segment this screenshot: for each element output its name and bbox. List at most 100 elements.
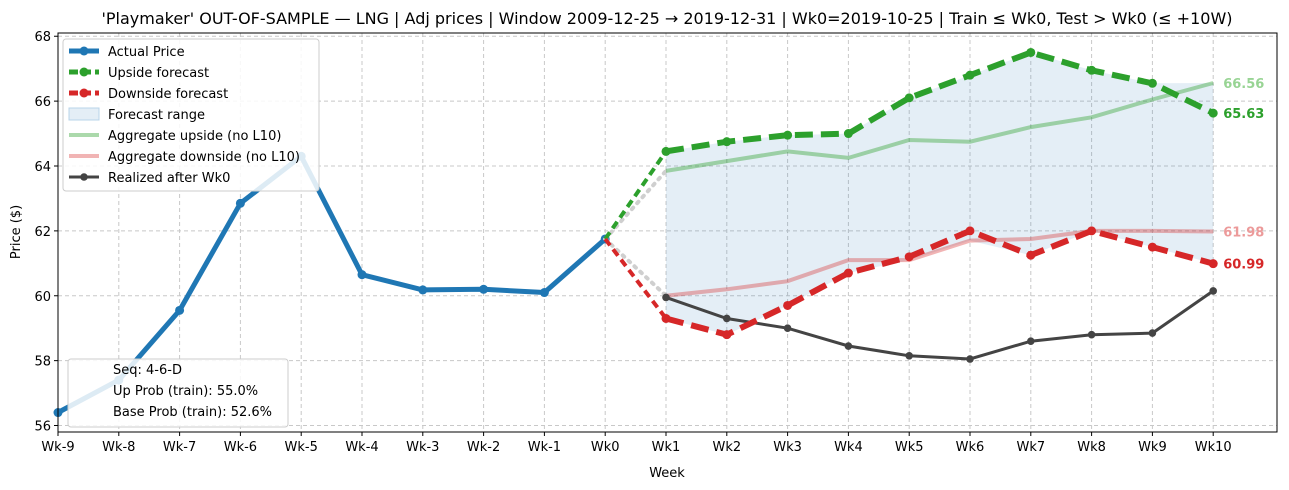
x-tick-label: Wk-9 (41, 440, 74, 455)
x-tick-label: Wk0 (591, 440, 620, 455)
y-tick-label: 56 (34, 420, 51, 435)
upside-forecast-point (1208, 108, 1218, 118)
x-tick-label: Wk9 (1138, 440, 1167, 455)
end-value-label: 65.63 (1223, 107, 1264, 122)
realized-point (1087, 330, 1096, 339)
actual-price-point (418, 285, 428, 295)
annotation-line: Base Prob (train): 52.6% (113, 405, 272, 420)
legend-marker-upside-forecast (79, 67, 89, 77)
end-value-label: 60.99 (1223, 258, 1264, 273)
annotation-box: Seq: 4-6-D Up Prob (train): 55.0% Base Pro… (67, 358, 289, 428)
actual-price-point (235, 198, 245, 208)
legend-label: Actual Price (108, 45, 185, 60)
legend: Actual Price Upside forecast Downside fore… (62, 38, 320, 192)
y-axis-label: Price ($) (9, 205, 24, 259)
realized-point (1148, 329, 1157, 337)
upside-forecast-point (843, 129, 853, 139)
upside-forecast-point (904, 93, 914, 103)
chart-title: 'Playmaker' OUT-OF-SAMPLE — LNG | Adj pr… (101, 9, 1232, 28)
annotation-line: Up Prob (train): 55.0% (113, 384, 258, 399)
legend-marker-realized (80, 173, 88, 181)
aggregate-downside-connector (603, 236, 668, 298)
downside-forecast-point (1147, 242, 1157, 252)
actual-price-point (357, 270, 367, 280)
plot-area: 66.56 65.63 61.98 60.99 (53, 47, 1264, 418)
realized-point (1209, 287, 1217, 295)
x-tick-label: Wk-5 (285, 440, 318, 455)
upside-forecast-point (965, 70, 975, 80)
x-tick-label: Wk-3 (406, 440, 439, 455)
downside-forecast-point (843, 268, 853, 278)
x-tick-label: Wk1 (652, 440, 681, 455)
end-value-label: 61.98 (1223, 226, 1264, 241)
end-value-label: 66.56 (1223, 77, 1264, 92)
aggregate-upside-line (665, 81, 1214, 173)
y-tick-label: 60 (34, 290, 51, 305)
y-tick-label: 66 (34, 95, 51, 110)
legend-label: Downside forecast (108, 87, 228, 102)
axes: Wk-9 Wk-8 Wk-7 Wk-6 Wk-5 Wk-4 Wk-3 Wk-2 Wk-1 Wk0 W… (34, 30, 1231, 455)
upside-forecast-point (722, 137, 732, 147)
x-tick-label: Wk-2 (467, 440, 500, 455)
realized-point (844, 342, 853, 350)
realized-point (905, 351, 913, 360)
realized-point (783, 324, 792, 332)
aggregate-downside-line (665, 228, 1214, 298)
realized-point (966, 355, 974, 363)
downside-forecast-point (904, 252, 914, 262)
x-tick-label: Wk-8 (102, 440, 135, 455)
plot-frame (57, 32, 1278, 433)
x-tick-label: Wk8 (1077, 440, 1106, 455)
legend-label: Realized after Wk0 (108, 171, 230, 186)
y-tick-label: 64 (34, 160, 51, 175)
x-tick-label: Wk-4 (345, 440, 378, 455)
x-tick-label: Wk4 (834, 440, 863, 455)
x-tick-label: Wk-1 (528, 440, 561, 455)
upside-forecast-point (783, 130, 793, 140)
x-tick-label: Wk5 (895, 440, 924, 455)
legend-label: Aggregate upside (no L10) (108, 129, 281, 144)
actual-price-point (539, 288, 549, 298)
downside-forecast-point (661, 313, 671, 323)
realized-point (662, 293, 670, 302)
x-tick-label: Wk7 (1016, 440, 1045, 455)
y-tick-label: 68 (34, 30, 51, 45)
downside-forecast-point (722, 330, 732, 340)
legend-swatch-forecast-range (68, 107, 100, 121)
downside-forecast-connector (603, 237, 668, 320)
upside-forecast-point (1026, 47, 1036, 57)
upside-forecast-line (665, 49, 1215, 155)
downside-forecast-line (665, 227, 1214, 338)
actual-price-point (479, 284, 489, 294)
upside-forecast-connector (603, 150, 668, 241)
downside-forecast-point (1208, 259, 1218, 269)
x-tick-label: Wk3 (773, 440, 802, 455)
downside-forecast-point (1087, 226, 1097, 236)
y-tick-label: 62 (34, 225, 51, 240)
x-tick-label: Wk6 (956, 440, 985, 455)
downside-forecast-point (965, 226, 975, 236)
legend-box (62, 38, 320, 192)
y-tick-label: 58 (34, 355, 51, 370)
annotation-box-frame (67, 358, 289, 428)
legend-marker-actual-price (79, 46, 89, 56)
x-tick-label: Wk-6 (224, 440, 257, 455)
legend-marker-downside-forecast (79, 88, 89, 98)
upside-forecast-point (1147, 78, 1157, 88)
actual-price-point (175, 305, 185, 315)
forecast-range-area (666, 52, 1214, 335)
actual-price-line (56, 153, 607, 415)
x-tick-label: Wk-7 (163, 440, 196, 455)
x-axis-label: Week (649, 466, 685, 481)
downside-forecast-point (1026, 250, 1036, 260)
downside-forecast-point (783, 300, 793, 310)
annotation-line: Seq: 4-6-D (113, 363, 182, 378)
upside-forecast-point (1087, 65, 1097, 75)
legend-label: Aggregate downside (no L10) (108, 150, 300, 165)
x-tick-label: Wk2 (712, 440, 741, 455)
upside-forecast-point (661, 146, 671, 156)
legend-label: Upside forecast (108, 66, 209, 81)
legend-label: Forecast range (108, 108, 205, 123)
